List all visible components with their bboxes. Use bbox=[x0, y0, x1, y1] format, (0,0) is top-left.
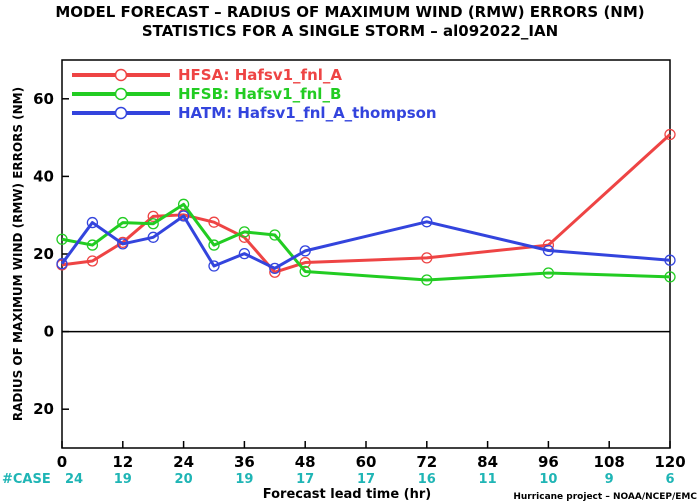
series-1-point bbox=[269, 229, 281, 241]
y-tick-label: 20 bbox=[33, 400, 54, 418]
y-axis-label: RADIUS OF MAXIMUM WIND (RMW) ERRORS (NM) bbox=[11, 87, 25, 421]
y-axis-label-group: RADIUS OF MAXIMUM WIND (RMW) ERRORS (NM) bbox=[11, 87, 25, 421]
case-count-row: #CASE 24 19 20 19 17 17 16 11 10 9 6 bbox=[2, 472, 675, 487]
case-count: 17 bbox=[296, 472, 314, 487]
case-count: 16 bbox=[418, 472, 436, 487]
series-1-point bbox=[86, 239, 99, 251]
case-count: 24 bbox=[65, 472, 83, 487]
y-tick-label: 0 bbox=[44, 323, 54, 341]
series-line-1 bbox=[61, 202, 671, 282]
case-count: 19 bbox=[114, 472, 132, 487]
x-tick-label: 120 bbox=[654, 453, 685, 471]
series-1-point bbox=[421, 274, 433, 286]
series-0-point bbox=[208, 216, 220, 228]
x-tick-label: 108 bbox=[594, 453, 625, 471]
series-0-point bbox=[664, 128, 676, 141]
legend-label-2: HATM: Hafsv1_fnl_A_thompson bbox=[178, 104, 437, 122]
legend-marker-1 bbox=[114, 87, 128, 101]
case-count: 11 bbox=[479, 472, 497, 487]
x-tick-label: 24 bbox=[173, 453, 194, 471]
y-tick-label: 60 bbox=[33, 90, 54, 108]
series-1-point bbox=[177, 198, 190, 210]
chart-subtitle: STATISTICS FOR A SINGLE STORM – al092022… bbox=[142, 22, 558, 40]
series-line-2 bbox=[60, 214, 671, 270]
x-tick-label: 96 bbox=[538, 453, 559, 471]
series-2-point bbox=[238, 247, 251, 260]
series-2-point bbox=[269, 262, 281, 275]
series-2-point bbox=[542, 244, 555, 257]
series-2-point bbox=[664, 254, 676, 266]
legend-label-1: HFSB: Hafsv1_fnl_B bbox=[178, 85, 341, 103]
x-tick-label: 60 bbox=[356, 453, 377, 471]
case-count: 6 bbox=[665, 472, 674, 487]
series-2-point bbox=[56, 258, 68, 270]
x-tick-label: 12 bbox=[112, 453, 133, 471]
series-2-point bbox=[421, 216, 433, 228]
x-tick-label: 36 bbox=[234, 453, 255, 471]
series-2-point bbox=[117, 238, 129, 250]
x-ticks: 0 12 24 36 48 60 72 84 96 108 120 bbox=[57, 441, 686, 471]
series-2-point bbox=[299, 245, 311, 257]
series-1-point bbox=[542, 267, 555, 279]
series-0-point bbox=[147, 210, 159, 223]
x-tick-label: 0 bbox=[57, 453, 67, 471]
series-2-point bbox=[208, 260, 220, 272]
case-count: 20 bbox=[175, 472, 193, 487]
legend-marker-2 bbox=[114, 106, 128, 120]
legend-label-0: HFSA: Hafsv1_fnl_A bbox=[178, 66, 342, 84]
series-2-point bbox=[86, 216, 99, 229]
series-1-point bbox=[664, 271, 676, 283]
y-ticks: 20 0 20 40 60 bbox=[33, 90, 69, 418]
series-group bbox=[56, 128, 676, 286]
y-tick-label: 20 bbox=[33, 245, 54, 263]
case-count: 19 bbox=[235, 472, 253, 487]
series-1-point bbox=[299, 265, 311, 278]
case-label: #CASE bbox=[2, 472, 51, 487]
series-0-point bbox=[86, 255, 99, 267]
x-axis-label: Forecast lead time (hr) bbox=[263, 487, 431, 502]
series-1-point bbox=[147, 218, 159, 230]
series-1-point bbox=[56, 233, 68, 245]
case-count: 10 bbox=[539, 472, 557, 487]
series-0-point bbox=[299, 256, 311, 269]
series-2-point bbox=[147, 231, 159, 243]
x-tick-label: 72 bbox=[416, 453, 437, 471]
x-tick-label: 84 bbox=[477, 453, 498, 471]
chart-title: MODEL FORECAST – RADIUS OF MAXIMUM WIND … bbox=[55, 3, 644, 21]
series-0-point bbox=[421, 252, 433, 264]
y-tick-label: 40 bbox=[33, 167, 54, 185]
case-count: 9 bbox=[605, 472, 614, 487]
x-tick-label: 48 bbox=[295, 453, 316, 471]
series-2-point bbox=[177, 210, 190, 222]
credit-text: Hurricane project – NOAA/NCEP/EMC bbox=[513, 492, 697, 502]
case-count: 17 bbox=[357, 472, 375, 487]
series-1-point bbox=[117, 216, 129, 229]
legend-marker-0 bbox=[114, 68, 128, 82]
series-1-point bbox=[208, 239, 220, 251]
series-1-point bbox=[238, 226, 251, 238]
